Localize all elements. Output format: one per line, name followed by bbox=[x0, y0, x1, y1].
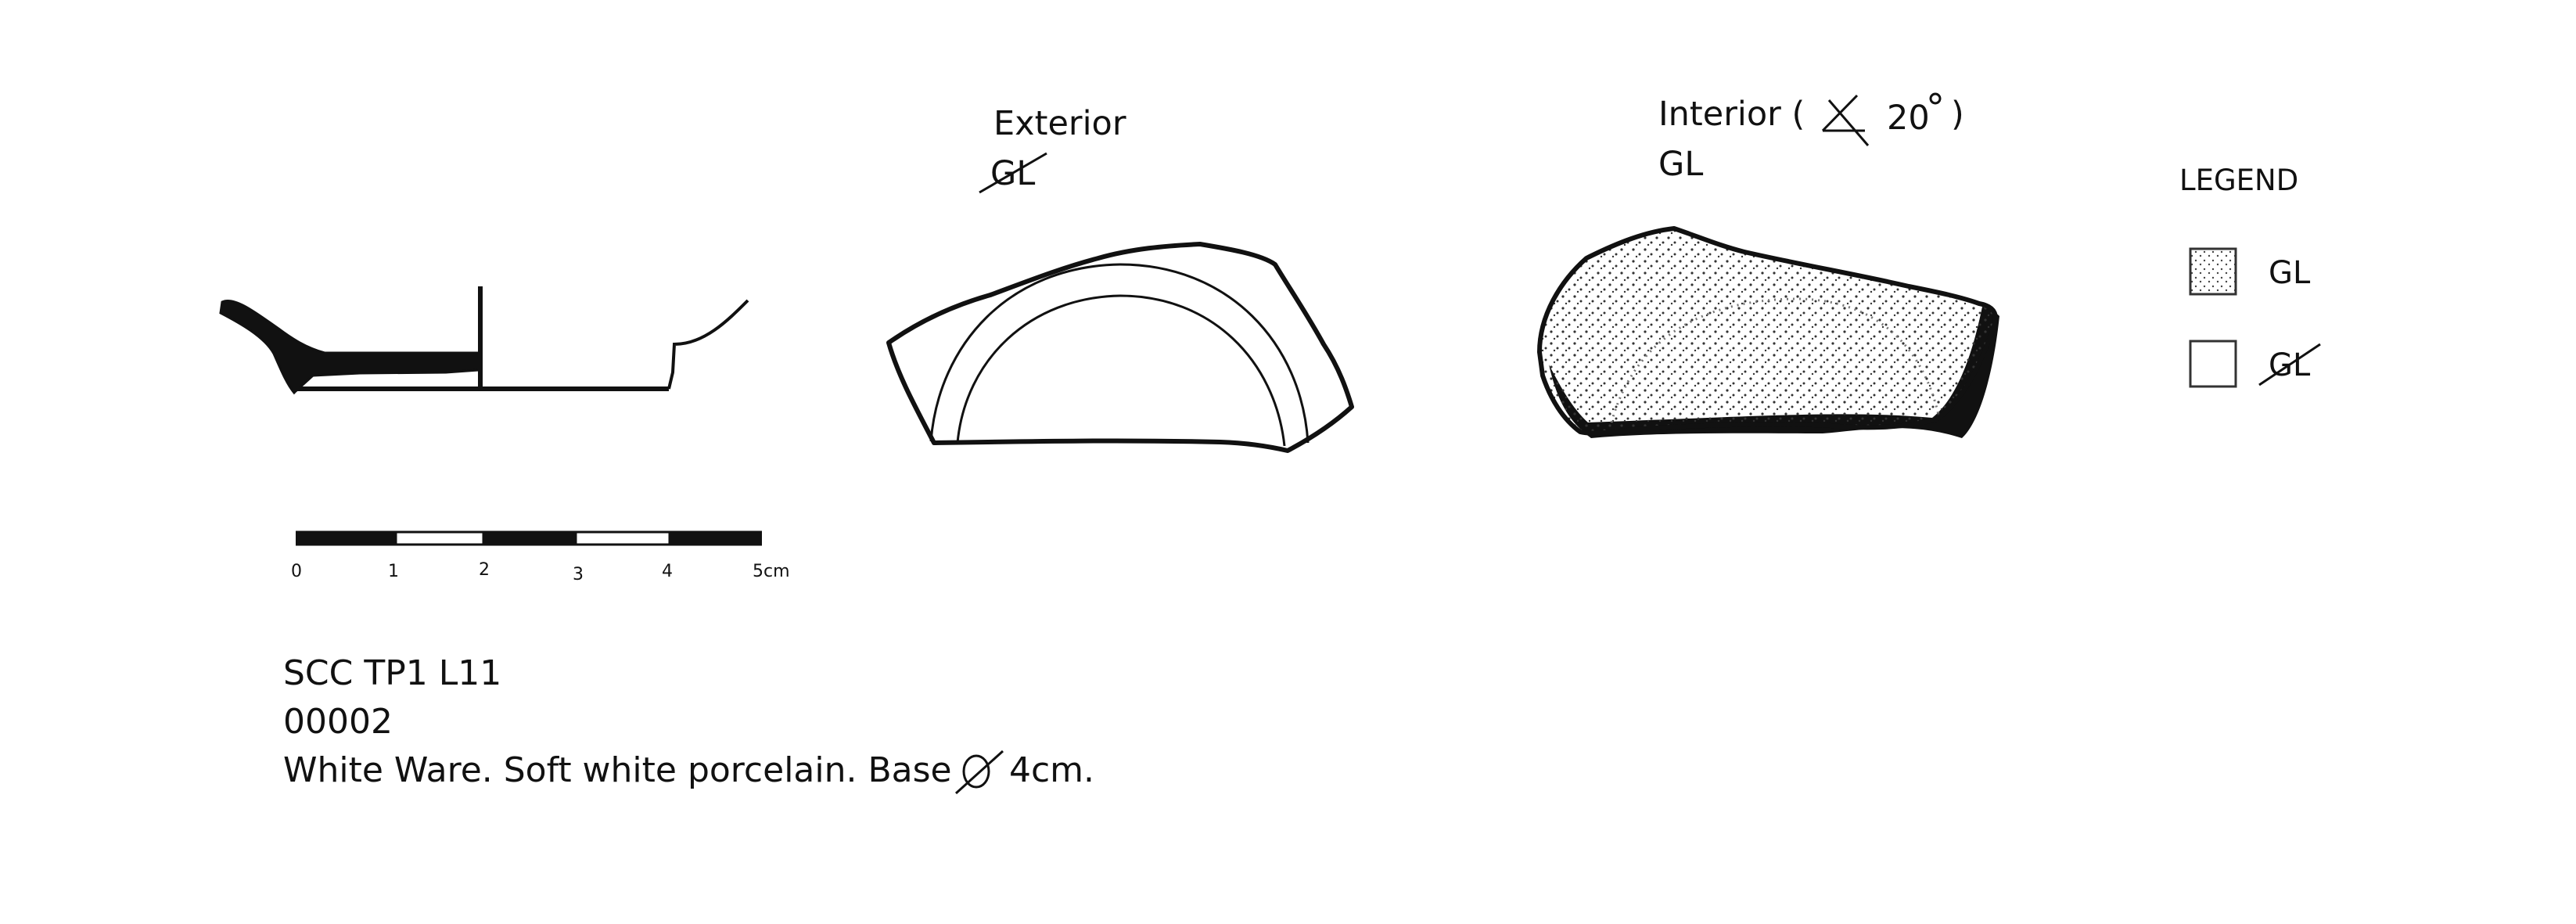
scale-tick-4: 4 bbox=[662, 562, 673, 581]
legend: LEGEND GL GL bbox=[2179, 164, 2321, 388]
interior-title-prefix: Interior ( bbox=[1658, 95, 1805, 134]
scale-segment-4 bbox=[670, 532, 762, 545]
exterior-view: Exterior GL bbox=[886, 104, 1354, 453]
caption-site: SCC TP1 L11 bbox=[283, 653, 501, 693]
vessel-section bbox=[219, 300, 480, 395]
exterior-foot-ring-inner bbox=[956, 294, 1286, 447]
interior-foot-ring bbox=[1610, 297, 1940, 423]
scale-segment-0 bbox=[296, 532, 396, 545]
legend-swatch-plain bbox=[2189, 340, 2237, 388]
caption: SCC TP1 L11 00002 White Ware. Soft white… bbox=[283, 653, 1094, 795]
legend-swatch-stippled bbox=[2189, 247, 2237, 296]
scale-segment-3 bbox=[574, 530, 671, 546]
interior-angle-value: 20 bbox=[1887, 99, 1930, 138]
scale-tick-5: 5cm bbox=[753, 562, 790, 581]
legend-label-glazed: GL bbox=[2269, 255, 2311, 291]
exterior-title: Exterior bbox=[993, 104, 1126, 143]
interior-glaze-label: GL bbox=[1658, 145, 1703, 184]
exterior-glaze-strike bbox=[979, 152, 1047, 194]
vessel-profile bbox=[219, 286, 749, 395]
interior-title-suffix: ) bbox=[1951, 95, 1964, 134]
caption-description: White Ware. Soft white porcelain. Base bbox=[283, 750, 952, 790]
scale-tick-2: 2 bbox=[479, 560, 490, 580]
scale-tick-3: 3 bbox=[573, 565, 584, 584]
caption-number: 00002 bbox=[283, 702, 393, 742]
caption-base-diameter: 4cm. bbox=[1009, 750, 1094, 790]
vessel-outline-half bbox=[667, 299, 749, 390]
degree-symbol-icon bbox=[1929, 92, 1942, 105]
scale-tick-0: 0 bbox=[291, 562, 302, 581]
angle-symbol-icon bbox=[1821, 94, 1870, 146]
legend-title: LEGEND bbox=[2179, 164, 2298, 197]
scale-segment-1 bbox=[394, 530, 485, 546]
scale-segment-2 bbox=[483, 532, 576, 545]
interior-sherd-body bbox=[1537, 226, 1998, 436]
exterior-sherd-outline bbox=[886, 242, 1354, 453]
scale-bar: 0 1 2 3 4 5cm bbox=[291, 530, 790, 584]
exterior-foot-ring-outer bbox=[929, 263, 1310, 444]
scale-tick-1: 1 bbox=[388, 562, 399, 581]
diameter-symbol-icon bbox=[954, 750, 1004, 795]
legend-unglazed-strike bbox=[2258, 343, 2321, 386]
interior-view: Interior ( 20 ) GL bbox=[1537, 92, 1999, 438]
